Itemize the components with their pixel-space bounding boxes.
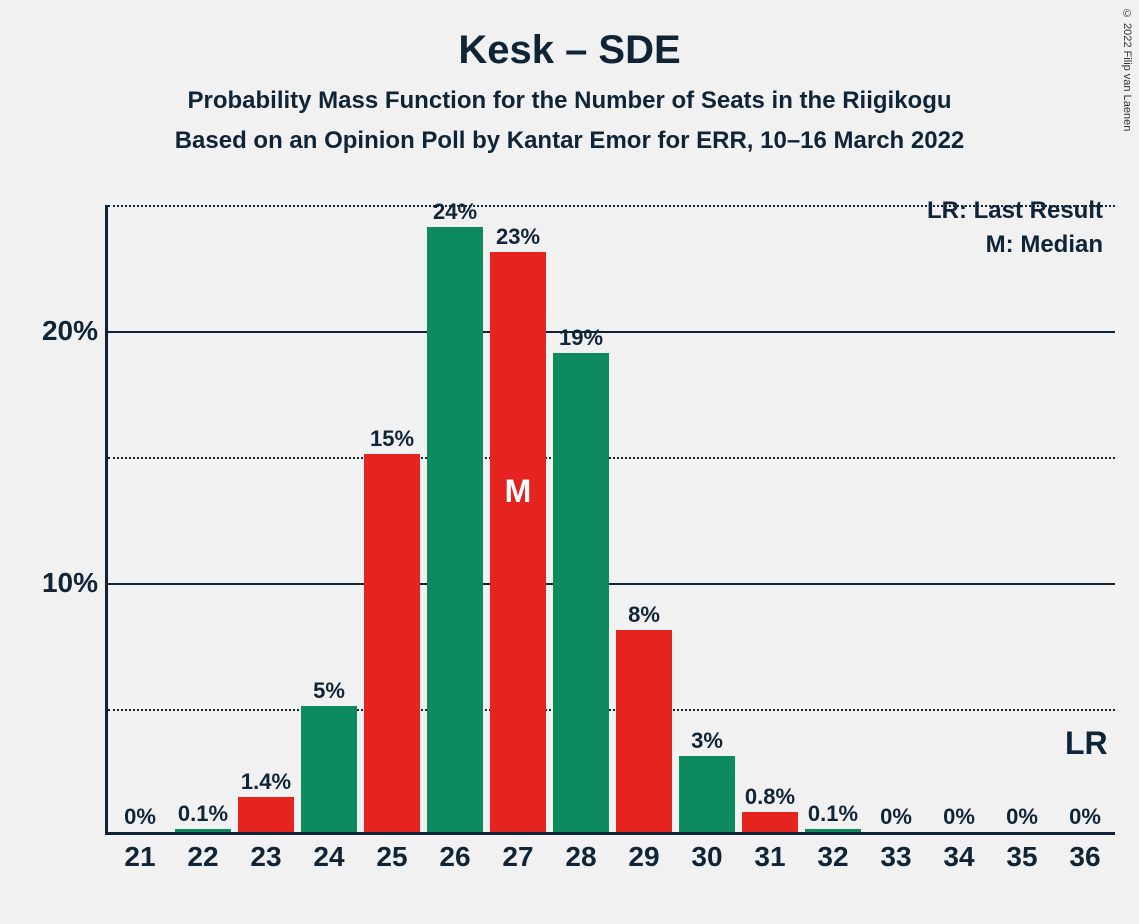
legend-m: M: Median: [986, 231, 1103, 259]
gridline: [108, 709, 1115, 711]
x-axis-label: 29: [628, 841, 659, 873]
x-axis-label: 26: [439, 841, 470, 873]
x-axis-label: 35: [1006, 841, 1037, 873]
x-axis-label: 31: [754, 841, 785, 873]
bar-value-label: 15%: [364, 426, 420, 452]
bar-value-label: 0%: [1057, 804, 1113, 830]
gridline: [108, 331, 1115, 333]
legend-lr: LR: Last Result: [927, 197, 1103, 225]
chart-title: Kesk – SDE: [0, 0, 1139, 73]
x-axis-label: 36: [1069, 841, 1100, 873]
copyright-text: © 2022 Filip van Laenen: [1121, 8, 1133, 131]
y-axis-label: 10%: [23, 567, 98, 599]
bar: 23%M: [490, 252, 546, 832]
y-axis-label: 20%: [23, 315, 98, 347]
bar: 19%: [553, 353, 609, 832]
bar-value-label: 0%: [994, 804, 1050, 830]
bar: 24%: [427, 227, 483, 832]
bar-value-label: 0%: [931, 804, 987, 830]
bar: 3%: [679, 756, 735, 832]
bar-value-label: 3%: [679, 728, 735, 754]
bar-value-label: 19%: [553, 325, 609, 351]
x-axis-label: 21: [124, 841, 155, 873]
bar-value-label: 0.1%: [805, 801, 861, 827]
chart-subtitle-2: Based on an Opinion Poll by Kantar Emor …: [0, 127, 1139, 155]
bar: 0.1%: [805, 829, 861, 832]
bar: 8%: [616, 630, 672, 832]
bar-value-label: 8%: [616, 602, 672, 628]
bar: 15%: [364, 454, 420, 832]
x-axis-label: 30: [691, 841, 722, 873]
x-axis-label: 33: [880, 841, 911, 873]
chart-subtitle-1: Probability Mass Function for the Number…: [0, 87, 1139, 115]
bar-value-label: 0.1%: [175, 801, 231, 827]
bar-value-label: 1.4%: [238, 769, 294, 795]
chart-plot-area: LR: Last Result M: Median LR 10%20%0%210…: [105, 205, 1115, 835]
median-marker: M: [505, 473, 532, 510]
gridline: [108, 583, 1115, 585]
x-axis-label: 24: [313, 841, 344, 873]
x-axis-label: 32: [817, 841, 848, 873]
lr-marker: LR: [1065, 725, 1108, 762]
bar-value-label: 23%: [490, 224, 546, 250]
x-axis-label: 25: [376, 841, 407, 873]
bar: 5%: [301, 706, 357, 832]
x-axis-label: 23: [250, 841, 281, 873]
bar: 1.4%: [238, 797, 294, 832]
gridline: [108, 205, 1115, 207]
x-axis-label: 22: [187, 841, 218, 873]
bar-value-label: 0%: [112, 804, 168, 830]
x-axis-label: 34: [943, 841, 974, 873]
gridline: [108, 457, 1115, 459]
x-axis-label: 27: [502, 841, 533, 873]
bar-value-label: 0%: [868, 804, 924, 830]
bar: 0.1%: [175, 829, 231, 832]
bar-value-label: 0.8%: [742, 784, 798, 810]
bar-value-label: 24%: [427, 199, 483, 225]
x-axis-label: 28: [565, 841, 596, 873]
bar: 0.8%: [742, 812, 798, 832]
bar-value-label: 5%: [301, 678, 357, 704]
